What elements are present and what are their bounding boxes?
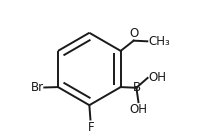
Text: OH: OH bbox=[148, 71, 166, 84]
Text: OH: OH bbox=[130, 103, 148, 116]
Text: Br: Br bbox=[30, 81, 44, 94]
Text: CH₃: CH₃ bbox=[148, 34, 170, 48]
Text: B: B bbox=[133, 81, 141, 94]
Text: O: O bbox=[129, 26, 139, 40]
Text: F: F bbox=[87, 121, 94, 134]
